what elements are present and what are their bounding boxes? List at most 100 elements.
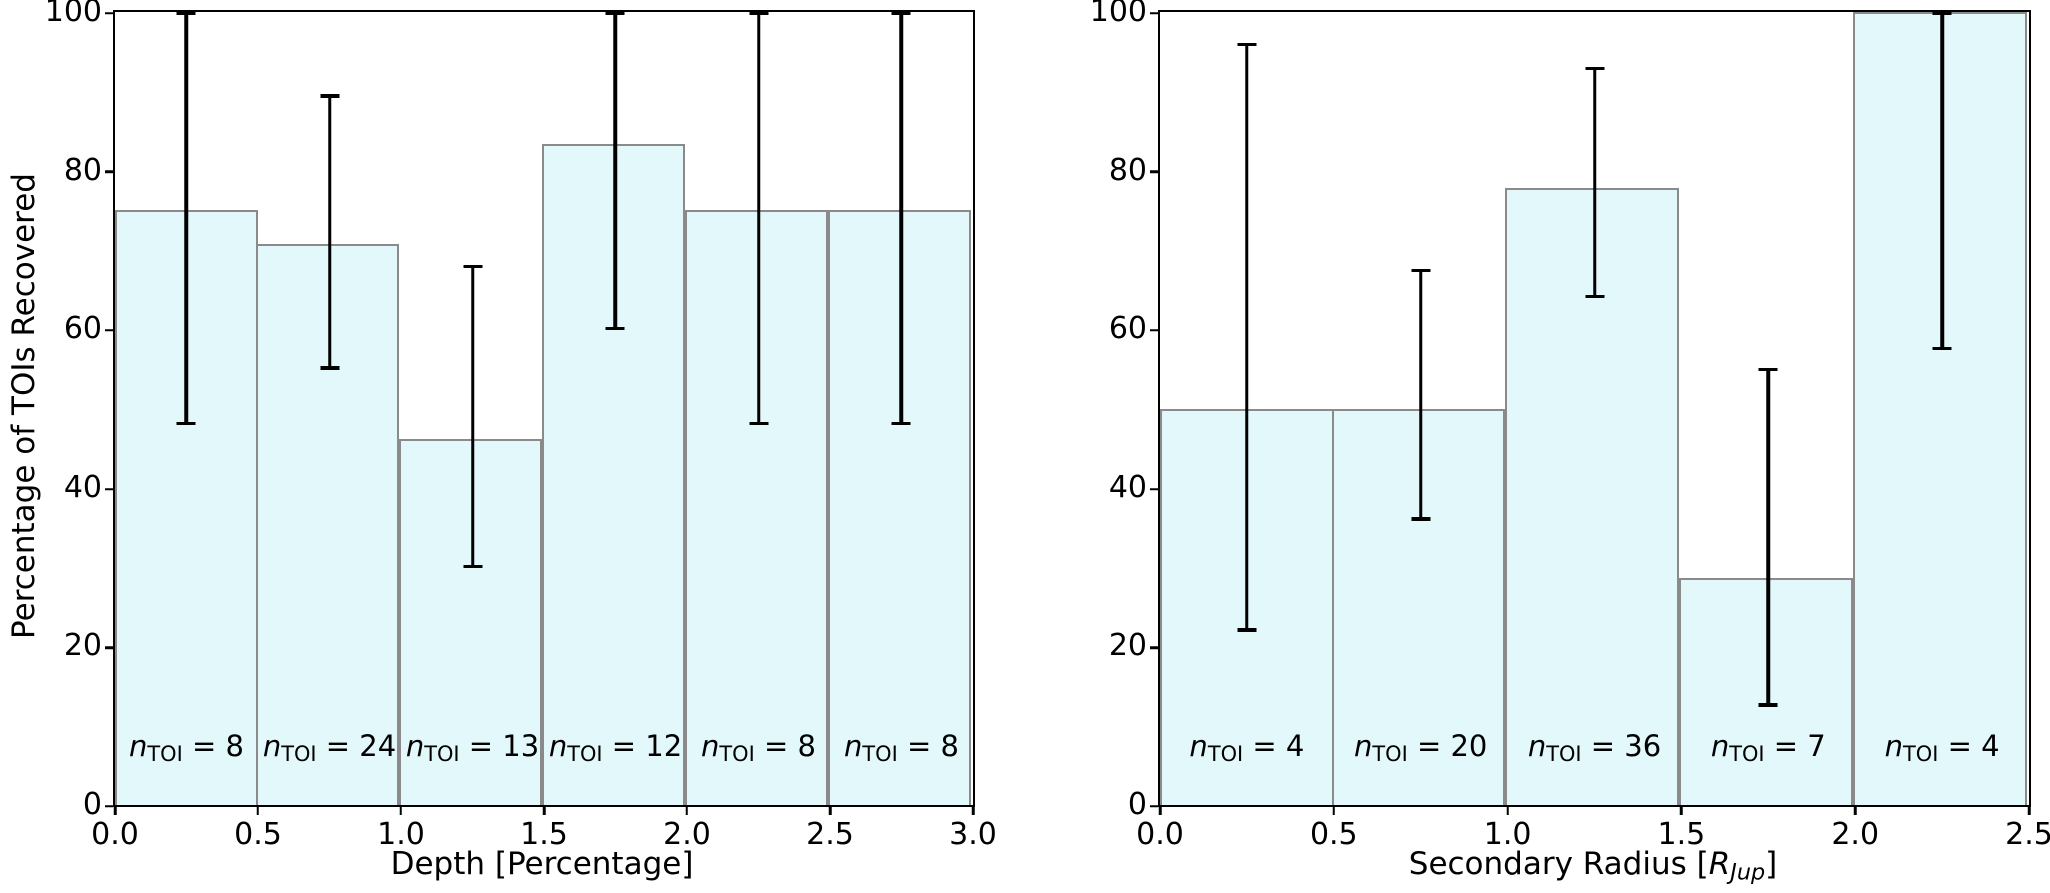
error-bar-line bbox=[613, 12, 618, 330]
y-tick-mark bbox=[1149, 805, 1158, 808]
label-part: TOI bbox=[147, 742, 183, 767]
x-tick-label: 1.0 bbox=[377, 817, 425, 852]
label-part: Depth [Percentage] bbox=[390, 846, 694, 882]
y-axis-label: Percentage of TOIs Recovered bbox=[6, 173, 42, 639]
x-tick-label: 1.5 bbox=[520, 817, 568, 852]
x-tick-mark bbox=[971, 807, 975, 816]
x-tick-label: 3.0 bbox=[949, 817, 997, 852]
n-toi-annotation: nTOI = 8 bbox=[129, 728, 244, 767]
label-part: ] bbox=[1765, 846, 1778, 882]
error-bar bbox=[1237, 42, 1257, 632]
error-bar bbox=[891, 11, 911, 426]
y-tick-label: 0 bbox=[1127, 787, 1147, 822]
error-bar-cap-bottom bbox=[463, 564, 482, 569]
label-part: n bbox=[1884, 728, 1904, 763]
histogram-bar bbox=[1505, 188, 1680, 805]
label-part: = 20 bbox=[1407, 728, 1488, 763]
error-bar-cap-top bbox=[1411, 268, 1431, 273]
error-bar-line bbox=[1940, 12, 1944, 350]
n-toi-annotation: nTOI = 8 bbox=[844, 728, 959, 765]
n-toi-annotation: nTOI = 4 bbox=[1884, 728, 2000, 765]
error-bar-cap-top bbox=[1237, 42, 1257, 47]
label-part: R bbox=[1708, 846, 1731, 882]
label-part: n bbox=[844, 728, 863, 763]
error-bar bbox=[463, 264, 483, 569]
error-bar bbox=[749, 11, 769, 426]
n-toi-annotation: nTOI = 12 bbox=[548, 728, 683, 767]
error-bar-cap-bottom bbox=[1237, 628, 1257, 632]
x-tick-label: 0.5 bbox=[1309, 817, 1358, 852]
n-toi-annotation: nTOI = 24 bbox=[263, 731, 396, 767]
label-part: Secondary Radius [ bbox=[1408, 846, 1709, 882]
y-tick-mark bbox=[104, 329, 113, 332]
error-bar-cap-bottom bbox=[605, 326, 625, 331]
error-bar-cap-bottom bbox=[749, 421, 768, 426]
label-part: n bbox=[1189, 728, 1208, 763]
x-tick-label: 2.5 bbox=[806, 817, 854, 852]
label-part: = 8 bbox=[754, 728, 816, 763]
error-bar-line bbox=[1766, 368, 1771, 706]
error-bar-line bbox=[184, 12, 189, 425]
x-tick-label: 0.0 bbox=[1136, 817, 1184, 852]
histogram-bar bbox=[255, 243, 399, 805]
y-tick-label: 40 bbox=[1108, 469, 1147, 505]
x-axis-label-secondary-radius: Secondary Radius [RJup] bbox=[1409, 846, 1777, 886]
label-part: = 8 bbox=[897, 728, 959, 763]
n-toi-annotation: nTOI = 20 bbox=[1354, 728, 1488, 767]
x-axis-label-depth: Depth [Percentage] bbox=[391, 846, 694, 882]
error-bar-cap-bottom bbox=[176, 421, 196, 426]
y-tick-mark bbox=[104, 170, 113, 174]
label-part: n bbox=[129, 728, 148, 763]
error-bar-line bbox=[1418, 269, 1423, 520]
x-tick-mark bbox=[113, 807, 117, 816]
x-tick-mark bbox=[1158, 807, 1162, 816]
label-part: = 12 bbox=[602, 728, 683, 763]
label-part: n bbox=[548, 728, 568, 763]
histogram-bar bbox=[684, 210, 828, 805]
y-tick-label: 100 bbox=[1089, 0, 1147, 29]
histogram-bar bbox=[398, 438, 542, 805]
label-part: TOI bbox=[1546, 742, 1582, 767]
error-bar-cap-top bbox=[891, 11, 911, 15]
error-bar-cap-top bbox=[176, 11, 196, 15]
error-bar-cap-top bbox=[463, 264, 482, 269]
x-tick-mark bbox=[2027, 807, 2031, 816]
y-tick-mark bbox=[1149, 12, 1158, 15]
error-bar bbox=[176, 11, 196, 426]
x-tick-mark bbox=[1506, 807, 1509, 816]
label-part: n bbox=[701, 728, 720, 763]
y-tick-label: 60 bbox=[63, 311, 102, 347]
error-bar bbox=[605, 11, 625, 331]
y-tick-mark bbox=[104, 487, 113, 491]
x-tick-mark bbox=[685, 807, 689, 816]
histogram-bar bbox=[827, 210, 971, 805]
error-bar-cap-bottom bbox=[320, 366, 339, 370]
x-tick-label: 1.5 bbox=[1657, 817, 1706, 852]
y-tick-label: 20 bbox=[1108, 628, 1147, 664]
y-tick-mark bbox=[1149, 646, 1158, 649]
label-part: TOI bbox=[1372, 742, 1408, 767]
y-tick-mark bbox=[104, 646, 113, 649]
error-bar-cap-bottom bbox=[891, 421, 911, 426]
y-tick-label: 100 bbox=[44, 0, 102, 29]
label-part: = 7 bbox=[1764, 728, 1826, 763]
error-bar bbox=[1411, 268, 1431, 521]
right-panel-plot-area: nTOI = 4 nTOI = 20 nTOI = 36 nTOI = 7 nTOI =… bbox=[1090, 0, 2050, 851]
histogram-bar bbox=[1853, 12, 2027, 805]
label-part: = 36 bbox=[1581, 728, 1662, 763]
label-part: TOI bbox=[719, 742, 755, 767]
n-toi-annotation: nTOI = 36 bbox=[1527, 728, 1662, 767]
y-tick-label: 80 bbox=[63, 152, 102, 188]
n-toi-annotation: nTOI = 4 bbox=[1189, 728, 1304, 765]
y-tick-label: 0 bbox=[82, 787, 102, 822]
error-bar-line bbox=[327, 95, 332, 369]
error-bar-line bbox=[1592, 67, 1597, 298]
label-part: TOI bbox=[567, 742, 603, 767]
label-part: n bbox=[1527, 728, 1547, 763]
error-bar-cap-top bbox=[1932, 11, 1952, 15]
x-tick-label: 2.0 bbox=[1831, 817, 1880, 852]
error-bar bbox=[1932, 11, 1952, 351]
label-part: TOI bbox=[281, 742, 317, 767]
x-tick-label: 0.5 bbox=[234, 817, 282, 852]
